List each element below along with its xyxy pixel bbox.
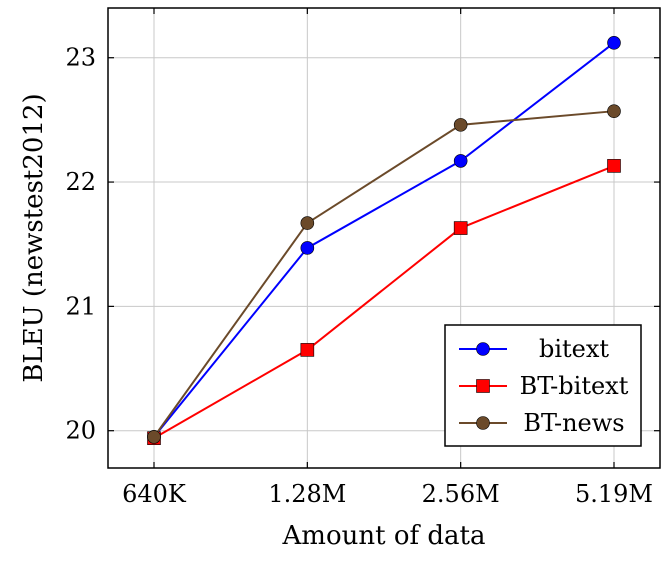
x-tick-label: 2.56M [422,480,500,508]
legend-marker-bt-bitext [476,379,490,393]
data-point-bitext [453,154,468,168]
x-tick-label: 640K [122,480,187,508]
y-tick-label: 21 [65,292,96,320]
series-layer [147,36,621,445]
legend-label-bt-news: BT-news [523,409,624,437]
grid-lines [108,8,660,468]
data-point-bt-news [453,118,468,132]
plot-frame [107,7,661,469]
legend: bitext BT-bitext BT-news [444,324,642,447]
y-tick-label: 22 [65,168,96,196]
y-tick-label: 20 [65,417,96,445]
y-axis-label: BLEU (newstest2012) [19,93,49,382]
data-point-bt-news [147,430,161,444]
legend-marker-bitext [476,342,490,356]
series-line-bt-bitext [153,164,615,440]
series-bt-news [147,104,621,444]
data-point-bt-bitext [607,159,621,173]
x-tick-label: 5.19M [575,480,653,508]
legend-label-bitext: bitext [539,335,609,363]
x-tick-label: 1.28M [268,480,346,508]
axis-ticks: 20 21 22 23 640K 1.28M 2.56M 5.19M [65,8,660,508]
data-point-bt-bitext [453,221,468,235]
x-axis-label: Amount of data [282,521,486,551]
legend-label-bt-bitext: BT-bitext [520,372,629,400]
data-point-bt-news [300,216,315,230]
legend-marker-bt-news [476,416,490,430]
data-point-bitext [300,241,315,255]
series-line-bt-news [153,110,615,438]
data-point-bt-bitext [300,343,315,357]
data-point-bitext [607,36,621,50]
data-point-bt-news [607,104,621,118]
series-line-bitext [153,42,615,438]
y-tick-label: 23 [65,44,96,72]
